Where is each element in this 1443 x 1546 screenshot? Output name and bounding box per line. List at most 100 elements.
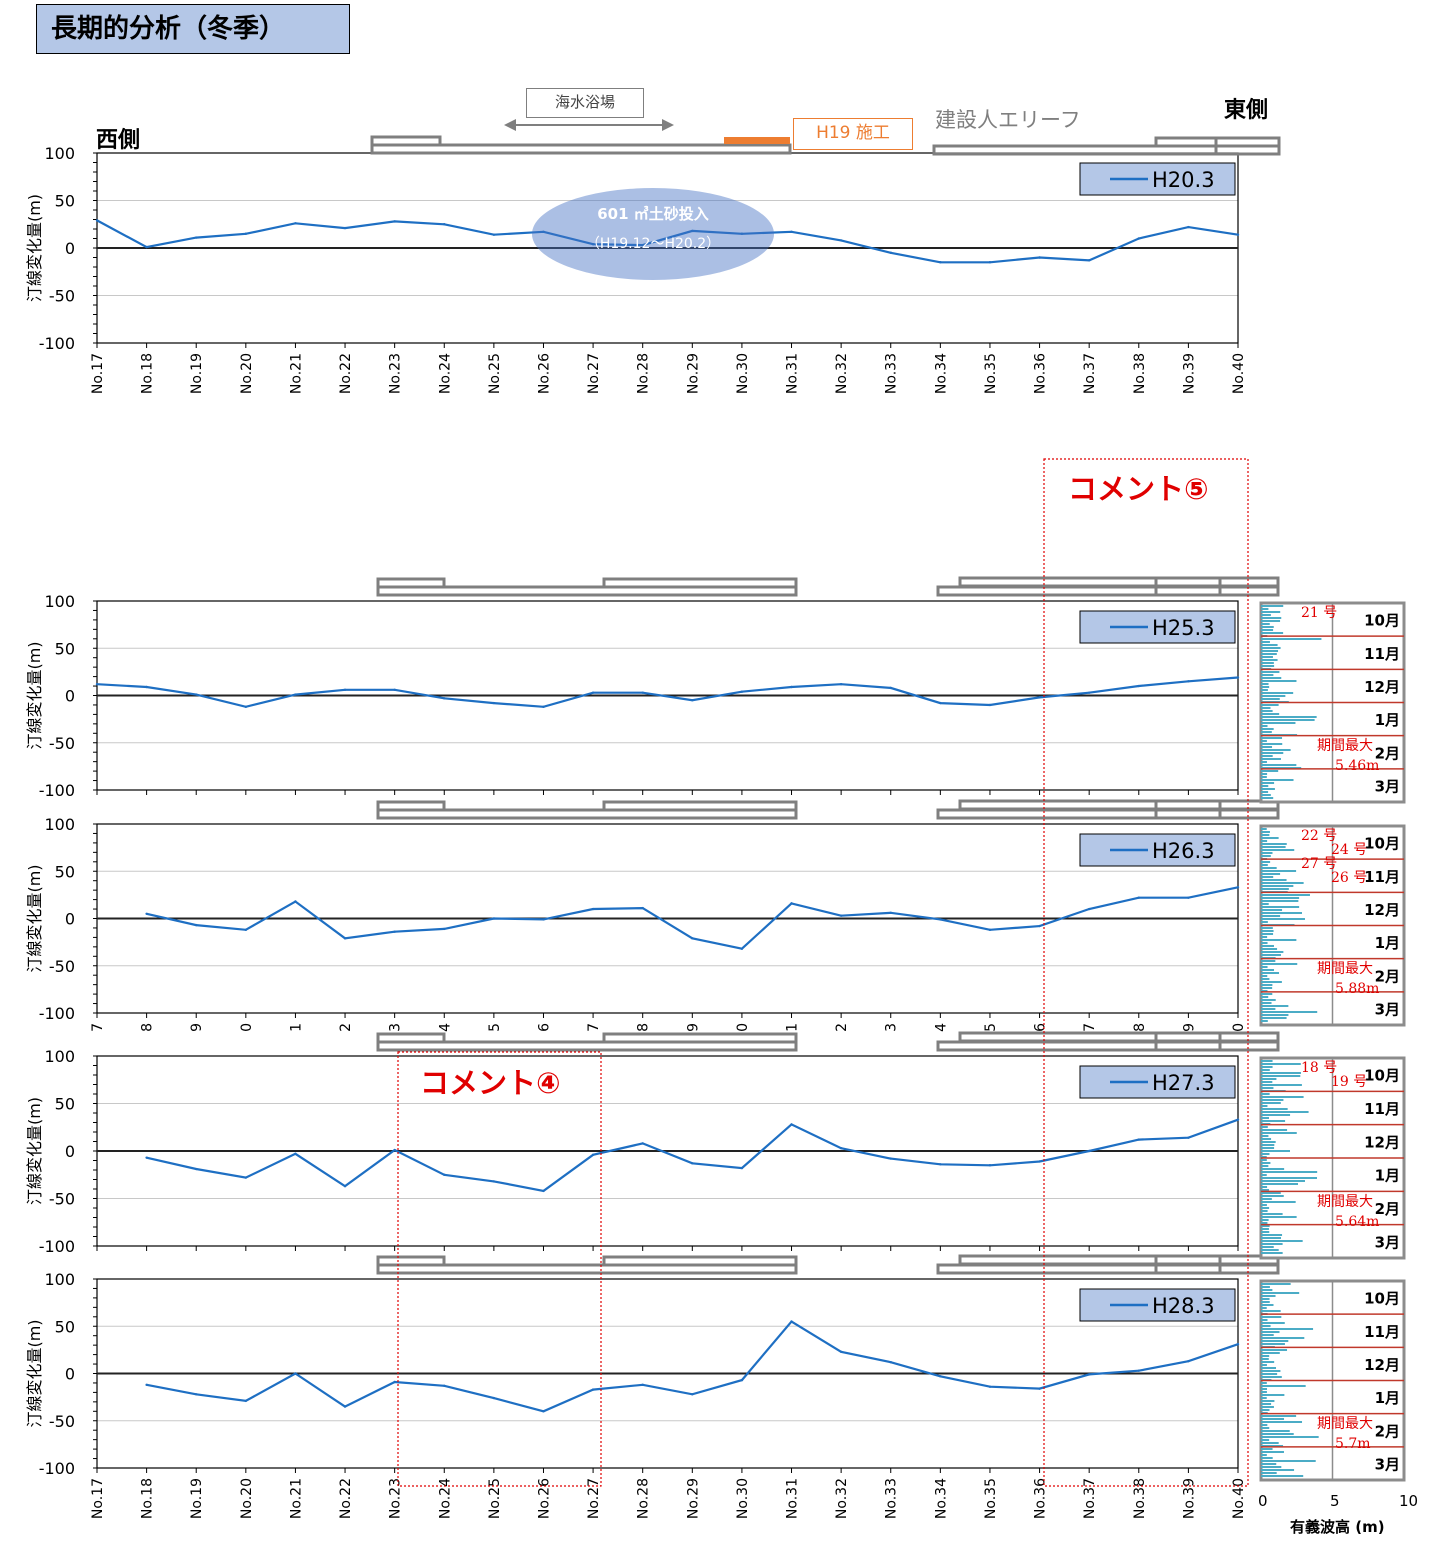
month-label: 12月: [1364, 1133, 1400, 1151]
data-point: [1187, 1136, 1190, 1139]
y-axis-label: 汀線変化量(m): [25, 641, 44, 749]
west-label: 西側: [96, 128, 141, 153]
breakwater-structure: [376, 1040, 798, 1052]
data-point: [641, 243, 644, 247]
x-tick-label: No.28: [636, 353, 652, 394]
y-tick-label: -100: [39, 1459, 75, 1478]
reef-structure: [936, 808, 1280, 820]
x-tick-label: No.33: [884, 353, 900, 394]
x-tick-label: 0: [1231, 1023, 1247, 1032]
data-point: [492, 1180, 496, 1183]
breakwater-structure: [376, 808, 798, 820]
data-point: [542, 1189, 545, 1193]
data-point: [492, 701, 496, 705]
data-point: [244, 1399, 248, 1403]
data-point: [740, 232, 744, 235]
data-point: [145, 1383, 148, 1387]
x-tick-label: No.29: [685, 1478, 701, 1519]
y-tick-label: 0: [65, 1142, 75, 1161]
reef-structure: [958, 576, 1280, 588]
x-tick-label: No.32: [834, 353, 850, 394]
data-point: [244, 705, 248, 709]
y-tick-label: 50: [55, 192, 75, 211]
data-point: [195, 923, 198, 927]
legend-label: H20.3: [1152, 168, 1215, 192]
data-point: [95, 682, 99, 686]
data-point: [889, 686, 892, 690]
data-point: [641, 691, 644, 694]
x-tick-label: No.17: [90, 1478, 106, 1519]
data-point: [393, 1148, 396, 1152]
breakwater-structure: [376, 1263, 798, 1275]
x-tick-label: No.31: [785, 1478, 801, 1519]
x-tick-label: No.25: [487, 353, 503, 394]
data-point: [839, 1350, 843, 1353]
wave-annotation: 期間最大: [1317, 961, 1373, 977]
x-tick-label: No.22: [338, 353, 354, 394]
x-tick-label: No.26: [536, 353, 552, 394]
data-point: [492, 1396, 496, 1400]
month-label: 3月: [1375, 777, 1400, 795]
month-label: 10月: [1364, 1290, 1400, 1308]
x-tick-label: No.27: [586, 353, 602, 394]
data-point: [145, 1156, 148, 1159]
x-tick-label: No.24: [437, 1478, 453, 1519]
wave-annotation: 26 号: [1331, 870, 1367, 886]
h19-structure: [724, 137, 790, 144]
data-point: [443, 927, 446, 931]
data-point: [1236, 886, 1240, 889]
data-point: [1187, 1360, 1190, 1363]
data-point: [542, 918, 545, 921]
breakwater-structure: [602, 1255, 798, 1267]
data-point: [343, 688, 347, 692]
x-tick-label: 2: [834, 1023, 850, 1032]
x-tick-label: No.29: [685, 353, 701, 394]
data-point: [591, 243, 595, 246]
data-point: [740, 1378, 744, 1382]
y-axis-label: 汀線変化量(m): [25, 1319, 44, 1427]
sand-input-ellipse: [532, 188, 774, 280]
x-tick-label: No.34: [933, 1478, 949, 1519]
x-tick-label: 4: [933, 1023, 949, 1032]
data-point: [641, 1383, 644, 1387]
data-point: [542, 1410, 545, 1413]
chart-H25.3: 100 50 0 -50 -100 汀線変化量(m) H25.3: [25, 592, 1240, 800]
y-tick-label: 0: [65, 1365, 75, 1384]
data-point: [790, 1123, 793, 1126]
breakwater-structure: [376, 585, 798, 597]
month-label: 1月: [1375, 1389, 1400, 1407]
data-point: [691, 229, 694, 233]
wave-annotation: 19 号: [1331, 1074, 1367, 1090]
x-tick-label: 4: [437, 1023, 453, 1032]
x-tick-label: No.38: [1132, 1478, 1148, 1519]
x-tick-label: 0: [735, 1023, 751, 1032]
x-tick-label: No.18: [140, 1478, 156, 1519]
reef-structure: [958, 799, 1280, 811]
data-point: [591, 1153, 595, 1157]
data-point: [790, 902, 793, 905]
data-point: [1236, 233, 1240, 236]
x-tick-label: No.23: [388, 353, 404, 394]
data-point: [393, 1380, 396, 1384]
y-tick-label: -50: [49, 287, 75, 306]
data-point: [740, 947, 744, 950]
x-tick-label: No.25: [487, 1478, 503, 1519]
data-point: [1137, 684, 1140, 688]
y-tick-label: -50: [49, 1412, 75, 1431]
data-point: [988, 261, 992, 264]
x-tick-label: 3: [884, 1023, 900, 1032]
legend-box: [1079, 1288, 1236, 1322]
x-tick-label: No.40: [1231, 1478, 1247, 1519]
reef-structure: [958, 1031, 1280, 1043]
y-tick-label: 0: [65, 687, 75, 706]
data-point: [839, 682, 843, 686]
data-point: [542, 230, 545, 234]
month-label: 10月: [1364, 1067, 1400, 1085]
data-point: [195, 1393, 198, 1396]
x-tick-label: No.35: [983, 1478, 999, 1519]
data-point: [294, 1152, 297, 1156]
